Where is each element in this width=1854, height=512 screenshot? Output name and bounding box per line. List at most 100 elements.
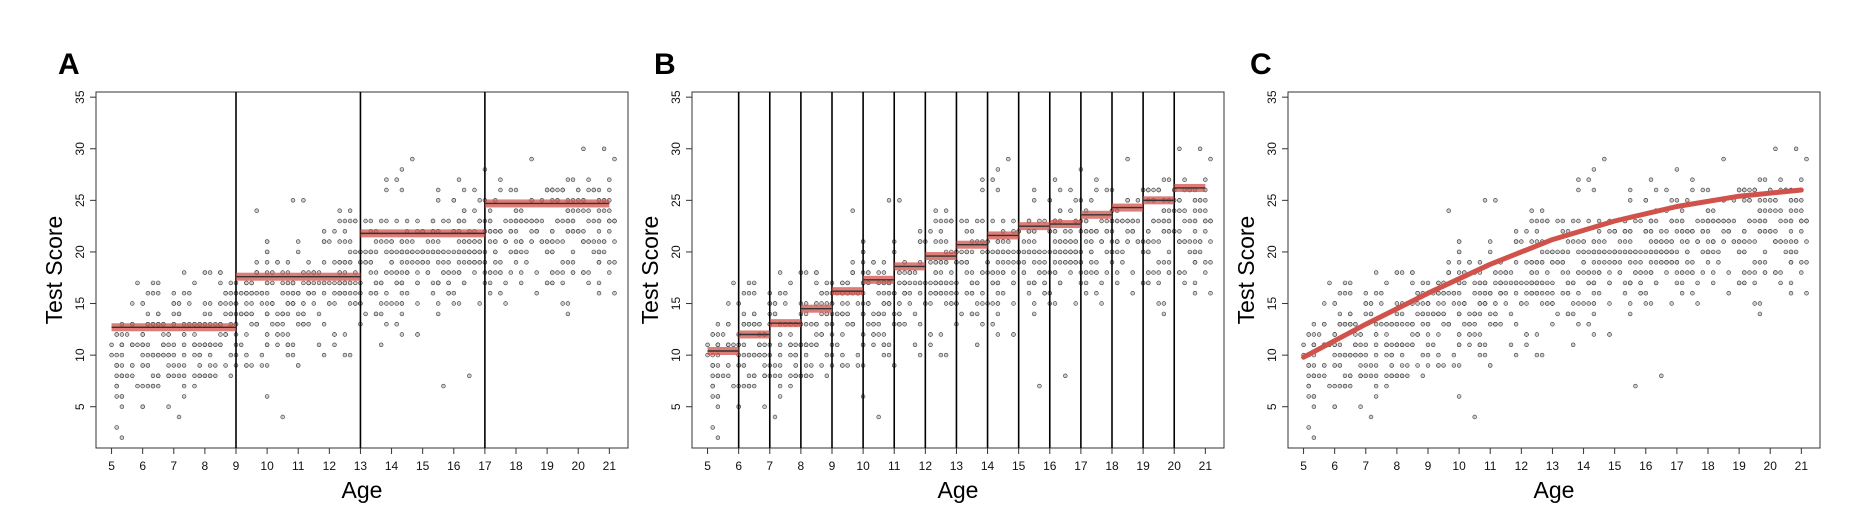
scatter-point — [1757, 198, 1763, 203]
scatter-point — [1368, 373, 1374, 378]
scatter-point — [394, 322, 399, 327]
scatter-point — [1627, 280, 1633, 286]
scatter-point — [575, 229, 581, 234]
scatter-point — [1545, 301, 1550, 306]
scatter-point — [1203, 260, 1208, 265]
scatter-point — [368, 270, 373, 275]
scatter-point — [1068, 270, 1073, 275]
scatter-point — [529, 218, 534, 224]
scatter-point — [119, 435, 125, 440]
scatter-point — [130, 301, 135, 306]
scatter-point — [1083, 239, 1089, 244]
scatter-point — [933, 280, 938, 286]
scatter-point — [145, 383, 151, 389]
scatter-point — [964, 260, 969, 265]
scatter-point — [1373, 352, 1379, 358]
scatter-point — [943, 208, 949, 213]
scatter-point — [912, 311, 918, 317]
scatter-point — [1011, 270, 1016, 275]
scatter-point — [1146, 249, 1151, 255]
scatter-point — [1192, 198, 1198, 203]
scatter-point — [1581, 270, 1586, 275]
scatter-point — [1783, 249, 1789, 255]
scatter-point — [565, 177, 571, 182]
scatter-point — [1156, 280, 1161, 286]
scatter-point — [876, 291, 881, 296]
scatter-point — [1089, 229, 1094, 234]
scatter-point — [1425, 322, 1431, 327]
scatter-point — [140, 342, 145, 347]
scatter-point — [1021, 270, 1027, 275]
scatter-point — [135, 280, 140, 286]
scatter-point — [1347, 383, 1353, 389]
scatter-point — [933, 208, 938, 213]
scatter-point — [845, 280, 850, 286]
scatter-point — [280, 291, 285, 296]
panel-letter: C — [1250, 48, 1272, 81]
scatter-point — [1322, 363, 1327, 368]
scatter-point — [943, 260, 949, 265]
scatter-point — [1197, 198, 1203, 203]
scatter-point — [337, 291, 342, 296]
scatter-point — [1467, 322, 1472, 327]
scatter-point — [964, 218, 969, 224]
scatter-point — [1177, 229, 1182, 234]
scatter-point — [1591, 187, 1597, 193]
scatter-point — [850, 208, 855, 213]
scatter-point — [207, 373, 213, 378]
scatter-point — [1104, 187, 1110, 193]
scatter-point — [207, 301, 213, 306]
scatter-point — [1710, 249, 1716, 255]
scatter-point — [1399, 311, 1405, 317]
scatter-point — [1031, 249, 1037, 255]
scatter-point — [746, 352, 752, 358]
scatter-point — [1306, 394, 1311, 399]
scatter-point — [384, 270, 389, 275]
scatter-point — [1596, 270, 1602, 275]
scatter-point — [1031, 239, 1037, 244]
scatter-point — [741, 311, 747, 317]
scatter-point — [1456, 394, 1462, 399]
scatter-point — [1052, 260, 1058, 265]
scatter-point — [550, 280, 555, 286]
scatter-point — [560, 218, 565, 224]
scatter-point — [1685, 260, 1690, 265]
scatter-point — [1767, 229, 1773, 234]
scatter-point — [886, 352, 892, 358]
scatter-point — [550, 270, 555, 275]
scatter-point — [1156, 218, 1161, 224]
scatter-point — [1363, 291, 1369, 296]
scatter-point — [586, 239, 591, 244]
scatter-point — [436, 187, 441, 193]
scatter-point — [301, 301, 306, 306]
scatter-point — [1757, 229, 1763, 234]
scatter-point — [446, 270, 451, 275]
scatter-point — [529, 156, 534, 162]
y-axis-label: Test Score — [41, 216, 67, 325]
scatter-point — [917, 322, 923, 327]
scatter-point — [1664, 229, 1669, 234]
scatter-point — [451, 198, 456, 203]
scatter-point — [207, 342, 213, 347]
scatter-point — [176, 373, 182, 378]
scatter-point — [1622, 249, 1628, 255]
scatter-point — [1000, 291, 1006, 296]
y-tick-label: 5 — [669, 403, 683, 410]
scatter-point — [581, 229, 586, 234]
scatter-point — [327, 301, 332, 306]
scatter-point — [399, 187, 405, 193]
scatter-point — [467, 373, 472, 378]
scatter-point — [1638, 218, 1643, 224]
scatter-point — [1368, 414, 1374, 420]
scatter-point — [384, 239, 389, 244]
scatter-point — [114, 394, 119, 399]
scatter-point — [995, 291, 1001, 296]
scatter-point — [493, 249, 498, 255]
scatter-point — [1752, 270, 1757, 275]
scatter-point — [1083, 280, 1089, 286]
scatter-point — [969, 229, 975, 234]
scatter-point — [902, 270, 907, 275]
scatter-point — [176, 414, 182, 420]
scatter-point — [156, 383, 161, 389]
x-tick-label: 5 — [1300, 459, 1307, 473]
